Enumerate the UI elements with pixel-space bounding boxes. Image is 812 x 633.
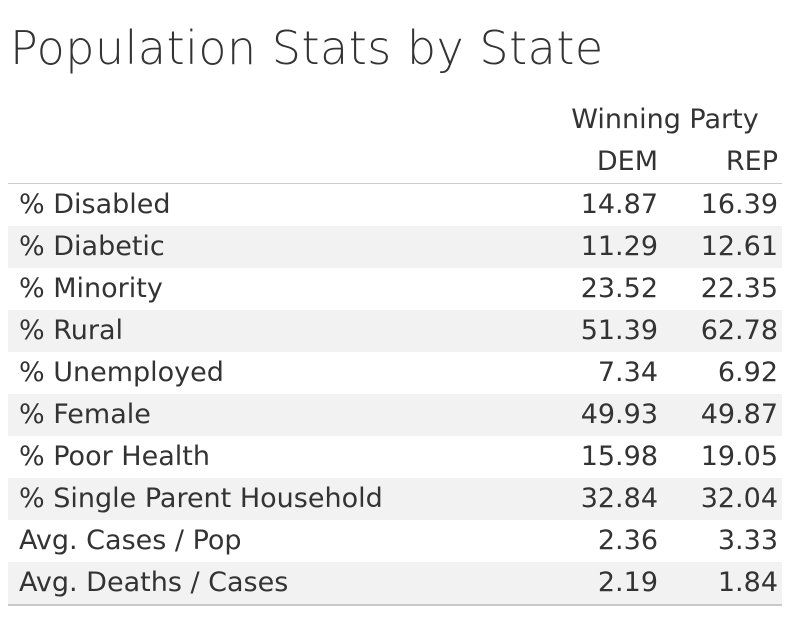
dem-value: 11.29: [580, 231, 658, 262]
row-label: % Diabetic: [19, 231, 165, 262]
table-row: Avg. Cases / Pop 2.36 3.33: [8, 520, 782, 562]
rep-value: 22.35: [700, 273, 778, 304]
row-label: Avg. Deaths / Cases: [19, 567, 289, 598]
row-label: % Unemployed: [19, 357, 224, 388]
dem-value: 2.19: [597, 567, 658, 598]
stats-table: % Disabled 14.87 16.39 % Diabetic 11.29 12.61…: [8, 184, 782, 604]
page-title: Population Stats by State: [10, 21, 604, 75]
table-row: % Single Parent Household 32.84 32.04: [8, 478, 782, 520]
table-bottom-divider: [8, 604, 782, 606]
dem-value: 23.52: [580, 273, 658, 304]
table-row: Avg. Deaths / Cases 2.19 1.84: [8, 562, 782, 604]
rep-value: 3.33: [717, 525, 778, 556]
dem-value: 15.98: [580, 441, 658, 472]
dem-value: 32.84: [580, 483, 658, 514]
rep-value: 19.05: [700, 441, 778, 472]
rep-value: 32.04: [700, 483, 778, 514]
row-label: % Minority: [19, 273, 163, 304]
rep-value: 6.92: [717, 357, 778, 388]
table-row: % Female 49.93 49.87: [8, 394, 782, 436]
dem-value: 14.87: [580, 189, 658, 220]
row-label: % Female: [19, 399, 151, 430]
row-label: % Rural: [19, 315, 124, 346]
rep-value: 1.84: [717, 567, 778, 598]
column-header-rep: REP: [725, 146, 778, 177]
table-row: % Unemployed 7.34 6.92: [8, 352, 782, 394]
rep-value: 49.87: [700, 399, 778, 430]
table-row: % Diabetic 11.29 12.61: [8, 226, 782, 268]
rep-value: 62.78: [700, 315, 778, 346]
table-row: % Disabled 14.87 16.39: [8, 184, 782, 226]
dem-value: 7.34: [597, 357, 658, 388]
table-row: % Poor Health 15.98 19.05: [8, 436, 782, 478]
column-group-header: Winning Party: [571, 104, 759, 135]
column-header-dem: DEM: [596, 146, 658, 177]
dem-value: 2.36: [597, 525, 658, 556]
rep-value: 12.61: [700, 231, 778, 262]
header-divider: [8, 183, 782, 184]
row-label: % Disabled: [19, 189, 171, 220]
dem-value: 51.39: [580, 315, 658, 346]
table-row: % Minority 23.52 22.35: [8, 268, 782, 310]
row-label: % Poor Health: [19, 441, 210, 472]
row-label: % Single Parent Household: [19, 483, 383, 514]
table-row: % Rural 51.39 62.78: [8, 310, 782, 352]
rep-value: 16.39: [700, 189, 778, 220]
row-label: Avg. Cases / Pop: [19, 525, 242, 556]
dem-value: 49.93: [580, 399, 658, 430]
